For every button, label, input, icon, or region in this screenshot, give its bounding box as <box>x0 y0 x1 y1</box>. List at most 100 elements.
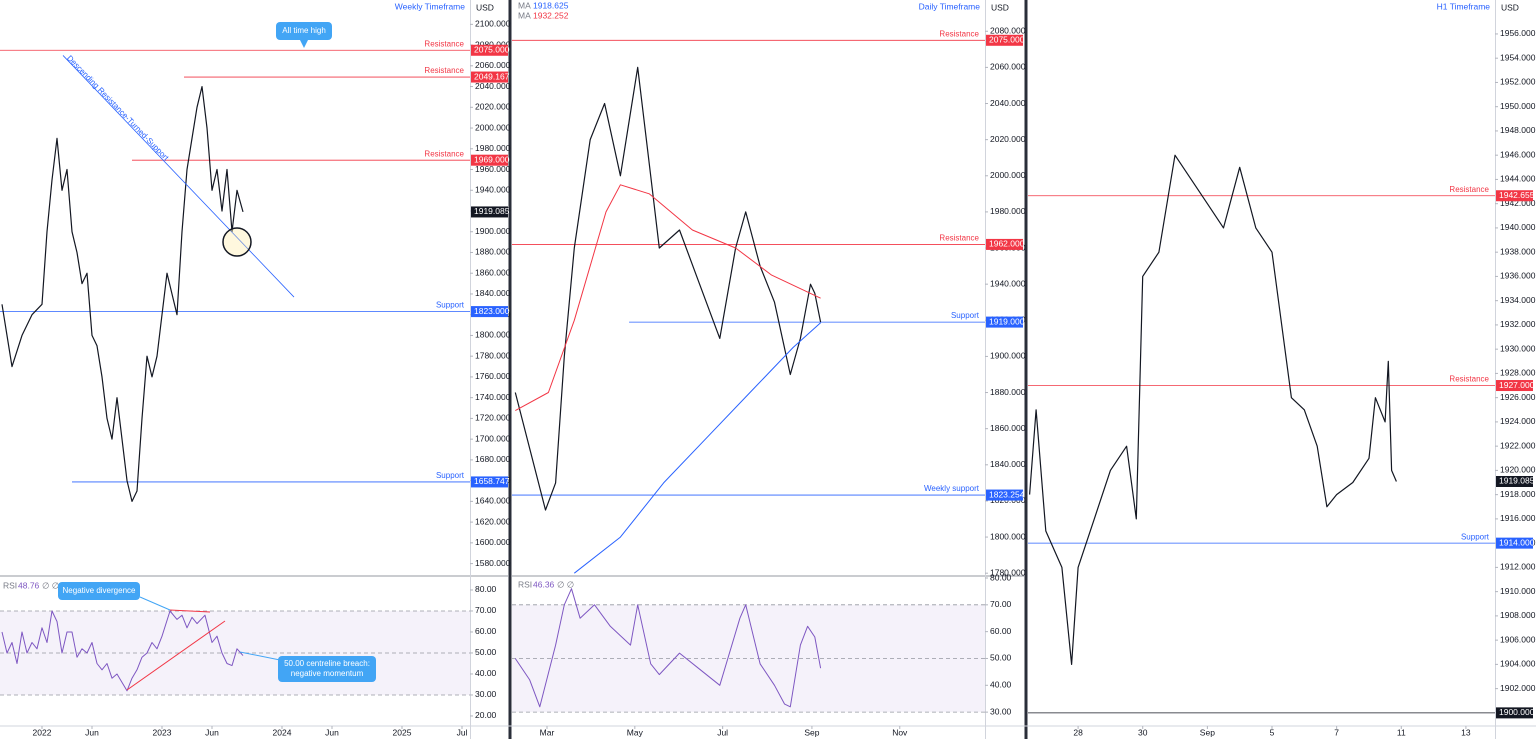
y-tick-label: 1840.000 <box>475 288 511 298</box>
y-tick-label: 1860.000 <box>475 267 511 277</box>
y-tick-label: 50.00 <box>475 647 497 657</box>
y-tick-label: 60.00 <box>475 626 497 636</box>
legend-name: MA <box>518 0 531 10</box>
y-tick-label: 2000.000 <box>990 170 1026 180</box>
rsi-trendline <box>126 620 226 691</box>
x-tick-label: 2024 <box>273 727 292 737</box>
y-tick-label: 1880.000 <box>990 387 1026 397</box>
callout-box <box>58 582 140 600</box>
y-tick-label: 1700.000 <box>475 433 511 443</box>
price-label: 2049.167 <box>474 71 510 81</box>
x-tick-label: Sep <box>804 727 819 737</box>
y-tick-label: 1760.000 <box>475 371 511 381</box>
level-label: Resistance <box>424 149 464 158</box>
x-tick-label: Jul <box>717 727 728 737</box>
y-tick-label: 1904.000 <box>1500 659 1536 669</box>
callout-text: negative momentum <box>291 669 364 678</box>
legend-value: 1918.625 <box>533 0 569 10</box>
trendline <box>62 55 295 298</box>
y-tick-label: 80.00 <box>475 584 497 594</box>
y-tick-label: 1956.000 <box>1500 28 1536 38</box>
y-tick-label: 1910.000 <box>1500 586 1536 596</box>
level-label: Resistance <box>424 39 464 48</box>
y-tick-label: 1900.000 <box>990 351 1026 361</box>
y-tick-label: 30.00 <box>475 689 497 699</box>
x-tick-label: Mar <box>540 727 555 737</box>
x-tick-label: 7 <box>1334 727 1339 737</box>
timeframe-label: Daily Timeframe <box>919 1 981 11</box>
y-tick-label: 1940.000 <box>1500 222 1536 232</box>
x-tick-label: 28 <box>1073 727 1083 737</box>
y-tick-label: 1906.000 <box>1500 634 1536 644</box>
indicator-inputs: ∅ ∅ <box>42 580 60 590</box>
y-tick-label: 30.00 <box>990 706 1012 716</box>
y-tick-label: 60.00 <box>990 626 1012 636</box>
y-tick-label: 1680.000 <box>475 454 511 464</box>
indicator-name: RSI <box>518 579 532 589</box>
y-tick-label: 1600.000 <box>475 537 511 547</box>
x-tick-label: Nov <box>892 727 908 737</box>
highlight-circle <box>222 227 252 257</box>
timeframe-label: H1 Timeframe <box>1437 1 1491 11</box>
y-tick-label: 40.00 <box>475 668 497 678</box>
y-tick-label: 1936.000 <box>1500 271 1536 281</box>
y-tick-label: 20.00 <box>475 710 497 720</box>
y-tick-label: 40.00 <box>990 680 1012 690</box>
timeframe-label: Weekly Timeframe <box>395 1 465 11</box>
y-tick-label: 1934.000 <box>1500 295 1536 305</box>
x-tick-label: 2022 <box>33 727 52 737</box>
level-label: Support <box>436 301 465 310</box>
price-label-box <box>471 306 508 318</box>
y-tick-label: 70.00 <box>475 605 497 615</box>
y-tick-label: 1580.000 <box>475 558 511 568</box>
price-label: 1962.000 <box>989 239 1025 249</box>
price-label: 1969.000 <box>474 154 510 164</box>
level-label: Resistance <box>939 29 979 38</box>
y-tick-label: 1944.000 <box>1500 174 1536 184</box>
x-tick-label: Sep <box>1200 727 1215 737</box>
level-label: Resistance <box>1449 375 1489 384</box>
x-tick-label: Jun <box>325 727 339 737</box>
y-tick-label: 1930.000 <box>1500 343 1536 353</box>
y-tick-label: 1912.000 <box>1500 562 1536 572</box>
price-label: 1919.000 <box>989 316 1025 326</box>
rsi-line <box>514 588 822 708</box>
y-tick-label: 1942.000 <box>1500 198 1536 208</box>
callout-box <box>276 22 332 40</box>
legend-value: 1932.252 <box>533 10 569 20</box>
y-tick-label: 2080.000 <box>990 26 1026 36</box>
price-label-box <box>986 34 1023 46</box>
y-tick-label: 1920.000 <box>1500 465 1536 475</box>
y-tick-label: 1952.000 <box>1500 77 1536 87</box>
all-time-high-callout: All time high <box>276 22 332 48</box>
y-tick-label: 50.00 <box>990 653 1012 663</box>
y-tick-label: 1950.000 <box>1500 101 1536 111</box>
price-label: 1927.000 <box>1499 380 1535 390</box>
price-label: 1823.000 <box>474 306 510 316</box>
price-label-box <box>1496 475 1533 487</box>
y-tick-label: 1800.000 <box>475 330 511 340</box>
y-tick-label: 1740.000 <box>475 392 511 402</box>
x-tick-label: 30 <box>1138 727 1148 737</box>
price-line <box>514 66 822 511</box>
indicator-inputs: ∅ ∅ <box>557 579 575 589</box>
currency-label: USD <box>1501 2 1519 12</box>
y-tick-label: 1880.000 <box>475 247 511 257</box>
y-tick-label: 1780.000 <box>475 350 511 360</box>
price-label-box <box>471 154 508 166</box>
price-label: 1914.000 <box>1499 537 1535 547</box>
y-tick-label: 1980.000 <box>475 143 511 153</box>
price-label-box <box>471 71 508 83</box>
y-tick-label: 1960.000 <box>475 164 511 174</box>
price-label: 2075.000 <box>474 45 510 55</box>
centreline-callout: 50.00 centreline breach: negative moment… <box>239 651 376 682</box>
y-tick-label: 1840.000 <box>990 459 1026 469</box>
price-label: 1942.655 <box>1499 190 1535 200</box>
y-tick-label: 1954.000 <box>1500 52 1536 62</box>
callout-pointer <box>239 651 281 661</box>
y-tick-label: 2040.000 <box>475 81 511 91</box>
y-tick-label: 1900.000 <box>475 226 511 236</box>
y-tick-label: 2060.000 <box>475 60 511 70</box>
